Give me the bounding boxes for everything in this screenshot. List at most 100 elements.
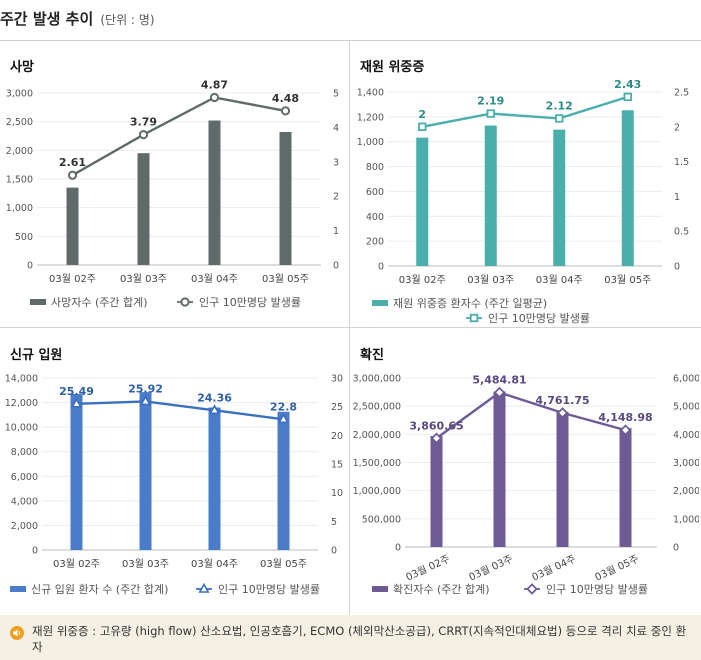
y-left-tick: 3,000,000	[353, 374, 401, 385]
y-right-tick: 30	[331, 374, 343, 385]
y-right-tick: 5	[333, 89, 339, 100]
x-tick-label: 03월 02주	[49, 273, 96, 285]
y-left-tick: 1,000	[357, 137, 384, 148]
y-left-tick: 2,500,000	[353, 402, 401, 413]
x-tick-label: 03월 03주	[122, 558, 169, 570]
panel-divider-horizontal	[0, 327, 701, 328]
x-tick-label: 03월 05주	[604, 274, 651, 286]
legend-line-label: 인구 10만명당 발생률	[218, 583, 320, 596]
data-label: 4,761.75	[535, 394, 589, 407]
line-point	[67, 170, 78, 180]
x-tick-label: 03월 02주	[404, 553, 452, 584]
y-right-tick: 0	[331, 546, 337, 557]
line-point	[526, 583, 538, 595]
y-right-tick: 0	[673, 543, 679, 554]
y-right-tick: 4	[333, 123, 339, 134]
chart-svg-admissions: 0 2,000 4,000 6,000 8,000 10,000 12,000 14,000 0…	[5, 374, 343, 597]
legend-line-label: 인구 10만명당 발생률	[546, 583, 648, 596]
data-label: 2.61	[59, 156, 86, 169]
line-point	[430, 432, 443, 444]
y-left-tick: 6,000	[11, 472, 38, 483]
x-tick-label: 03월 03주	[467, 274, 514, 286]
line-point	[280, 106, 291, 116]
bar	[279, 131, 292, 265]
data-label: 2.43	[614, 78, 641, 91]
y-left-tick: 1,400	[357, 88, 384, 99]
y-right-tick: 2,000	[673, 486, 699, 497]
y-right-tick: 10	[331, 488, 343, 499]
y-right-tick: 0	[333, 261, 339, 272]
chart-panel-critical: 재원 위중증 0 200 400 600 800 1,000 1,200 1,400 0 0.5 1…	[350, 40, 699, 327]
y-right-tick: 1	[674, 192, 680, 203]
bar	[66, 187, 79, 265]
legend-bar-label: 확진자수 (주간 합계)	[393, 583, 490, 596]
y-right-tick: 6,000	[673, 374, 699, 385]
y-right-tick: 2.5	[674, 88, 689, 99]
y-right-tick: 25	[331, 402, 343, 413]
bar	[484, 125, 497, 266]
x-tick-label: 03월 04주	[191, 273, 238, 285]
page-header: 주간 발생 추이 (단위 : 명)	[0, 8, 155, 30]
unit-label: (단위 : 명)	[100, 13, 155, 27]
legend-bar-label: 재원 위중증 환자수 (주간 일평균)	[393, 296, 547, 310]
y-right-tick: 2	[333, 192, 339, 203]
chart-title: 신규 입원	[10, 348, 63, 363]
bar	[137, 153, 150, 265]
bar	[430, 436, 443, 547]
line-point	[198, 582, 210, 593]
data-label: 5,484.81	[472, 374, 526, 387]
x-tick-label: 03월 03주	[467, 553, 515, 584]
legend-bar-swatch	[10, 586, 26, 592]
line-point	[493, 386, 506, 399]
bar	[493, 391, 506, 547]
legend-line-label: 인구 10만명당 발생률	[199, 296, 301, 309]
y-left-tick: 0	[32, 546, 38, 557]
legend-bar-swatch	[30, 299, 46, 305]
y-right-tick: 2	[674, 122, 680, 133]
data-label: 4.48	[272, 92, 299, 105]
y-right-tick: 15	[331, 460, 343, 471]
line-point	[70, 397, 83, 408]
y-right-tick: 1	[333, 226, 339, 237]
data-label: 25.49	[59, 385, 94, 398]
data-label: 3,860.65	[409, 419, 463, 432]
y-right-tick: 3	[333, 157, 339, 168]
chart-title: 확진	[360, 348, 384, 363]
y-left-tick: 4,000	[11, 496, 38, 507]
series-line	[76, 400, 284, 421]
y-left-tick: 800	[366, 162, 384, 173]
line-point	[139, 395, 152, 406]
y-left-tick: 2,000	[11, 521, 38, 532]
x-tick-label: 03월 05주	[262, 273, 309, 285]
bar	[619, 428, 632, 547]
data-label: 4,148.98	[598, 411, 652, 424]
data-label: 4.87	[201, 78, 228, 91]
y-left-tick: 500,000	[362, 514, 401, 525]
series-line	[422, 95, 629, 128]
y-left-tick: 2,000,000	[353, 430, 401, 441]
y-left-tick: 10,000	[5, 423, 38, 434]
line-point	[277, 413, 290, 424]
bar	[208, 120, 221, 266]
x-tick-label: 03월 04주	[536, 274, 583, 286]
bar	[416, 137, 429, 266]
chart-svg-critical: 0 200 400 600 800 1,000 1,200 1,400 0 0.5 1 1.5 2 2.5…	[357, 78, 689, 325]
chart-panel-admissions: 신규 입원 0 2,000 4,000 6,000 8,000 10,000 12,000 1…	[0, 328, 349, 615]
x-tick-label: 03월 05주	[260, 558, 307, 570]
line-point	[469, 313, 479, 323]
line-point	[556, 407, 569, 419]
y-right-tick: 1,000	[673, 514, 699, 525]
data-label: 3.79	[130, 116, 157, 129]
y-right-tick: 5,000	[673, 402, 699, 413]
footnote-text: 재원 위중증 : 고유량 (high flow) 산소요법, 인공호흡기, EC…	[32, 624, 687, 654]
bar	[553, 129, 566, 266]
legend-bar-label: 신규 입원 환자 수 (주간 합계)	[31, 583, 168, 596]
y-right-tick: 5	[331, 517, 337, 528]
bar	[139, 392, 152, 550]
x-tick-label: 03월 05주	[593, 553, 641, 584]
y-left-tick: 1,500	[6, 175, 33, 186]
y-left-tick: 600	[366, 187, 384, 198]
line-point	[623, 92, 632, 102]
x-tick-label: 03월 02주	[53, 558, 100, 570]
chart-panel-deaths: 사망 0 500 1,000 1,500 2,000 2,500 3,000 0 1 2 3 4 5 03…	[0, 40, 349, 327]
